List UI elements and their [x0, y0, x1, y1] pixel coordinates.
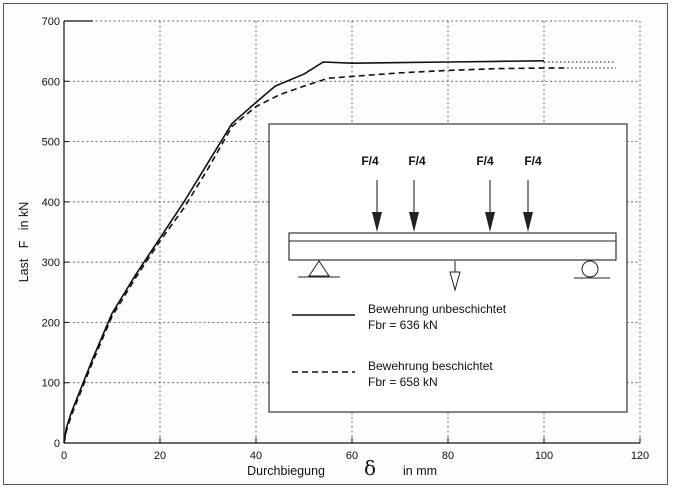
force-arrow-4 [523, 180, 533, 232]
x-tick-label: 40 [250, 450, 262, 462]
force-label-3: F/4 [476, 154, 494, 168]
y-tick-labels: 0 100 200 300 400 500 600 700 [42, 16, 60, 450]
force-arrow-1 [372, 180, 382, 232]
roller-support-icon [574, 260, 610, 279]
x-tick-label: 120 [631, 450, 649, 462]
inset-panel: F/4 F/4 F/4 F/4 [268, 123, 628, 413]
legend-label-uncoated: Bewehrung unbeschichtet [368, 302, 507, 316]
y-tick-label: 600 [42, 76, 60, 88]
x-axis-unit: in mm [403, 464, 437, 478]
x-tick-label: 0 [61, 450, 67, 462]
inset-box [268, 123, 628, 413]
y-tick-label: 400 [42, 197, 60, 209]
x-axis-label-text: Durchbiegung [247, 464, 325, 478]
y-axis-label: Last F in kN [17, 202, 31, 283]
legend-label-coated: Bewehrung beschichtet [368, 359, 493, 373]
axes [63, 20, 641, 444]
legend-entry-coated: Bewehrung beschichtet Fbr = 658 kN [292, 359, 493, 389]
beam [288, 232, 617, 261]
y-tick-label: 700 [42, 16, 60, 28]
force-label-4: F/4 [524, 154, 542, 168]
y-tick-label: 100 [42, 378, 60, 390]
legend-fbr-uncoated: Fbr = 636 kN [368, 318, 438, 332]
series-line-coated [63, 67, 564, 444]
y-tick-label: 0 [54, 438, 60, 450]
force-label-1: F/4 [361, 154, 379, 168]
y-tick-label: 300 [42, 257, 60, 269]
force-arrow-2 [409, 180, 419, 232]
x-tick-label: 60 [346, 450, 358, 462]
pin-support-icon [298, 260, 340, 278]
x-tick-label: 100 [535, 450, 553, 462]
x-tick-label: 20 [154, 450, 166, 462]
x-tick-label: 80 [442, 450, 454, 462]
series-lines [63, 59, 616, 444]
deflection-arrow-icon [449, 261, 461, 292]
x-axis-symbol: δ [364, 456, 376, 480]
legend-fbr-coated: Fbr = 658 kN [368, 375, 438, 389]
x-axis-label: Durchbiegung δ in mm [247, 456, 437, 480]
force-arrow-3 [485, 180, 495, 232]
force-label-2: F/4 [408, 154, 426, 168]
x-tick-labels: 0 20 40 60 80 100 120 [61, 450, 649, 462]
legend-entry-uncoated: Bewehrung unbeschichtet Fbr = 636 kN [292, 302, 507, 332]
y-tick-label: 200 [42, 317, 60, 329]
series-line-uncoated [63, 59, 545, 444]
y-tick-label: 500 [42, 137, 60, 149]
